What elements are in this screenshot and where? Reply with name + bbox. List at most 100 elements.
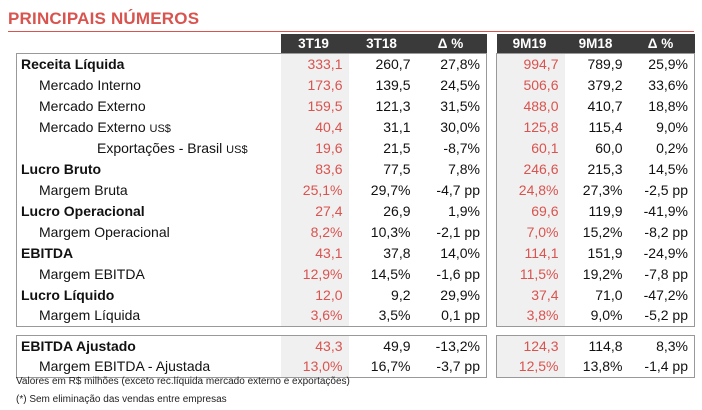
- value-9m18: 19,2%: [582, 265, 623, 282]
- column-gap: [486, 335, 497, 356]
- row-label-text: Exportações - Brasil: [97, 139, 227, 156]
- value-delta-9m: -8,2 pp: [628, 221, 695, 242]
- value-delta-quarter: -8,7%: [416, 137, 487, 158]
- value-3t19: 13,0%: [280, 356, 349, 378]
- table-row: Margem EBITDA 12,9% 14,5% -1,6 pp 11,5% 19,2%…: [16, 263, 695, 284]
- value-delta-quarter: 1,9%: [416, 200, 487, 221]
- value-3t19: 12,0: [280, 284, 349, 305]
- value-delta-quarter: 0,1 pp: [416, 305, 487, 327]
- row-label: Lucro Líquido: [16, 284, 281, 305]
- value-3t18: 31,1: [383, 118, 411, 135]
- row-label: Receita Líquida: [16, 52, 281, 74]
- value-delta-9m: 33,6%: [628, 74, 695, 95]
- value-3t18: 29,7%: [370, 181, 411, 198]
- row-label-text: Margem Líquida: [39, 307, 141, 324]
- value-3t18: 16,7%: [348, 356, 417, 378]
- row-label-text: Mercado Externo: [39, 97, 146, 114]
- value-delta-9m: -5,2 pp: [628, 305, 695, 327]
- value-9m19: 37,4: [496, 284, 565, 305]
- value-delta-9m: 14,5%: [628, 158, 695, 179]
- column-gap: [486, 74, 497, 95]
- value-9m18: 71,0: [595, 286, 623, 303]
- value-delta-quarter: -1,6 pp: [416, 263, 487, 284]
- table-row: Lucro Operacional 27,4 26,9 1,9% 69,6 119,9 -4…: [16, 200, 695, 221]
- row-label-text: Lucro Líquido: [21, 286, 115, 303]
- table-row: Mercado Externo 159,5 121,3 31,5% 488,0 410,7…: [16, 95, 695, 116]
- row-label: Mercado Externo: [16, 95, 281, 116]
- row-label-text: Margem Operacional: [39, 223, 170, 240]
- value-9m18: 60,0: [595, 139, 623, 156]
- row-label: Margem EBITDA - Ajustada: [16, 356, 281, 378]
- value-delta-9m: 9,0%: [628, 116, 695, 137]
- value-3t18: 9,2: [391, 286, 411, 303]
- row-label: Margem Bruta: [16, 179, 281, 200]
- column-gap: [486, 137, 497, 158]
- header-3t19: 3T19: [280, 34, 349, 53]
- value-9m19: 125,8: [496, 116, 565, 137]
- value-3t18: 10,3%: [370, 223, 411, 240]
- value-9m19: 246,6: [496, 158, 565, 179]
- page-title: PRINCIPAIS NÚMEROS: [8, 9, 200, 28]
- value-delta-9m: -2,5 pp: [628, 179, 695, 200]
- table-row: Margem Bruta 25,1% 29,7% -4,7 pp 24,8% 27,3% -…: [16, 179, 695, 200]
- value-delta-9m: -47,2%: [628, 284, 695, 305]
- header-9m18: 9M18: [564, 34, 629, 53]
- currency-suffix: US$: [226, 143, 248, 156]
- row-label: Margem Líquida: [16, 305, 281, 327]
- value-9m19: 11,5%: [496, 263, 565, 284]
- value-9m19: 124,3: [496, 334, 565, 356]
- row-label-text: Margem EBITDA: [39, 265, 145, 282]
- value-3t19: 83,6: [280, 158, 349, 179]
- currency-suffix: US$: [149, 122, 171, 135]
- value-delta-quarter: 7,8%: [416, 158, 487, 179]
- title-underline: [8, 31, 694, 32]
- value-3t18: 260,7: [348, 52, 417, 74]
- header-delta-quarter: Δ %: [416, 34, 487, 53]
- row-label-text: Lucro Bruto: [21, 160, 102, 177]
- value-delta-9m: -7,8 pp: [628, 263, 695, 284]
- header-delta-9m: Δ %: [628, 34, 695, 53]
- value-3t18: 49,9: [348, 334, 417, 356]
- footnote-units: Valores em R$ milhões (exceto rec.líquid…: [16, 376, 350, 387]
- value-9m18: 115,4: [588, 118, 623, 135]
- value-delta-9m: -41,9%: [628, 200, 695, 221]
- row-label-text: Margem EBITDA - Ajustada: [39, 358, 211, 375]
- value-9m19: 69,6: [496, 200, 565, 221]
- table-row: EBITDA 43,1 37,8 14,0% 114,1 151,9 -24,9%: [16, 242, 695, 263]
- value-3t18: 3,5%: [348, 305, 417, 327]
- value-9m19: 994,7: [496, 52, 565, 74]
- value-9m19: 7,0%: [496, 221, 565, 242]
- value-9m19: 114,1: [496, 242, 565, 263]
- row-label: Mercado Externo US$: [16, 116, 281, 137]
- value-3t19: 159,5: [280, 95, 349, 116]
- table-row: Margem EBITDA - Ajustada 13,0% 16,7% -3,7 p…: [16, 356, 695, 378]
- value-delta-quarter: 27,8%: [416, 52, 487, 74]
- footnote-eliminations: (*) Sem eliminação das vendas entre empr…: [16, 394, 227, 405]
- table-row: Mercado Interno 173,6 139,5 24,5% 506,6 379,2…: [16, 74, 695, 95]
- header-gap: [487, 34, 497, 53]
- value-delta-9m: 18,8%: [628, 95, 695, 116]
- table-row: Lucro Bruto 83,6 77,5 7,8% 246,6 215,3 14,5%: [16, 158, 695, 179]
- column-gap: [486, 356, 497, 377]
- value-9m18: 151,9: [587, 244, 623, 261]
- value-delta-9m: 8,3%: [628, 334, 695, 356]
- column-gap: [486, 158, 497, 179]
- value-3t18: 21,5: [383, 139, 411, 156]
- value-9m18: 789,9: [564, 52, 629, 74]
- value-9m19: 3,8%: [496, 305, 565, 327]
- table-row: Mercado Externo US$ 40,4 31,1 30,0% 125,8 115…: [16, 116, 695, 137]
- table-row: Exportações - Brasil US$ 19,6 21,5 -8,7% 60,…: [16, 137, 695, 158]
- header-blank: [17, 34, 281, 53]
- column-gap: [486, 200, 497, 221]
- row-label-text: Mercado Externo: [39, 118, 150, 135]
- value-3t19: 27,4: [280, 200, 349, 221]
- row-label-text: Margem Bruta: [39, 181, 128, 198]
- row-label-text: Mercado Interno: [39, 76, 141, 93]
- value-3t19: 3,6%: [280, 305, 349, 327]
- row-label-text: EBITDA: [21, 244, 74, 261]
- value-9m18: 119,9: [588, 202, 623, 219]
- value-delta-9m: 25,9%: [628, 52, 695, 74]
- table-header-row: 3T19 3T18 Δ % 9M19 9M18 Δ %: [17, 34, 695, 53]
- value-delta-quarter: -3,7 pp: [416, 356, 487, 378]
- value-3t18: 121,3: [375, 97, 411, 114]
